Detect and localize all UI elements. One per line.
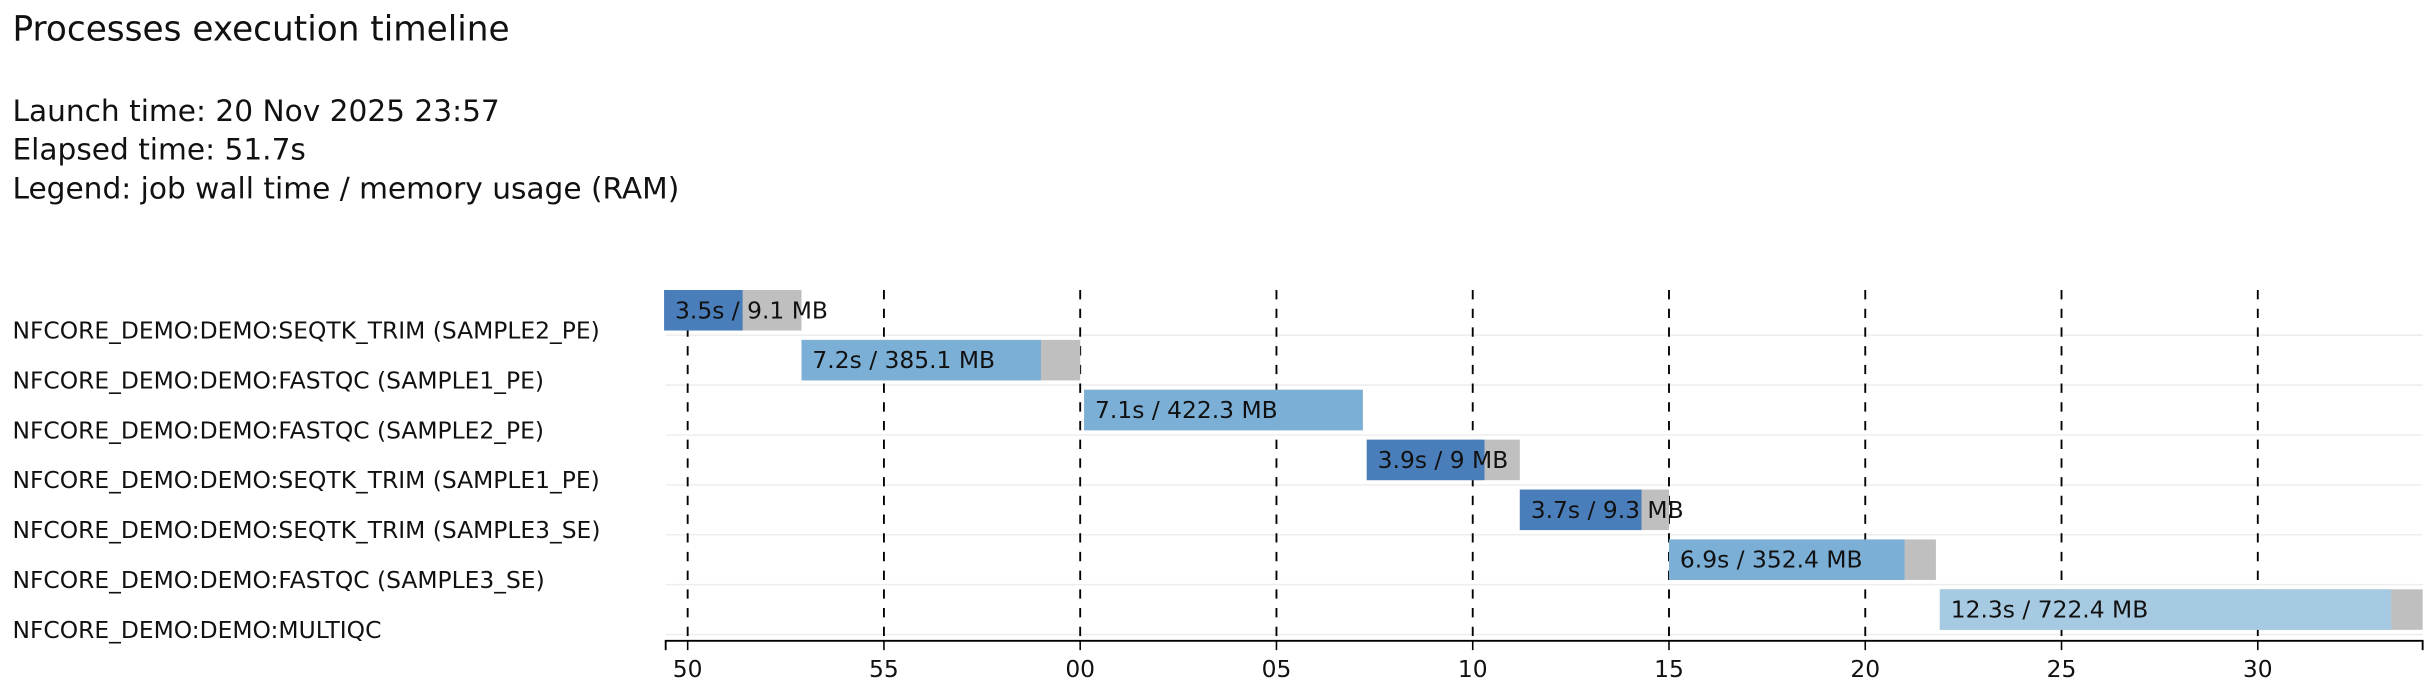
run-bar bbox=[801, 339, 1041, 381]
run-bar bbox=[1366, 439, 1485, 481]
process-name: NFCORE_DEMO:DEMO:SEQTK_TRIM (SAMPLE2_PE) bbox=[12, 317, 599, 345]
bar-label: 6.9s / 352.4 MB bbox=[1680, 546, 1863, 574]
elapsed-time: Elapsed time: 51.7s bbox=[12, 133, 305, 167]
report-title: Processes execution timeline bbox=[12, 10, 509, 50]
x-tick-label: 20 bbox=[1850, 655, 1880, 683]
x-tick-label: 05 bbox=[1262, 655, 1292, 683]
bar-label: 7.2s / 385.1 MB bbox=[812, 346, 995, 374]
x-tick-label: 30 bbox=[2243, 655, 2273, 683]
x-tick-label: 15 bbox=[1654, 655, 1684, 683]
run-bar bbox=[1084, 389, 1363, 431]
x-tick-label: 10 bbox=[1458, 655, 1488, 683]
run-bar bbox=[664, 289, 743, 331]
run-bar bbox=[1519, 489, 1642, 531]
x-tick-label: 00 bbox=[1065, 655, 1095, 683]
process-name: NFCORE_DEMO:DEMO:FASTQC (SAMPLE2_PE) bbox=[12, 416, 543, 444]
process-name: NFCORE_DEMO:DEMO:SEQTK_TRIM (SAMPLE3_SE) bbox=[12, 516, 600, 544]
legend-text: Legend: job wall time / memory usage (RA… bbox=[12, 172, 679, 206]
x-axis bbox=[664, 639, 2424, 651]
x-tick-label: 50 bbox=[673, 655, 703, 683]
run-bar bbox=[1939, 589, 2392, 630]
process-name: NFCORE_DEMO:DEMO:SEQTK_TRIM (SAMPLE1_PE) bbox=[12, 466, 599, 494]
x-tick-label: 55 bbox=[869, 655, 899, 683]
launch-time: Launch time: 20 Nov 2025 23:57 bbox=[12, 94, 499, 128]
x-tick-label: 25 bbox=[2047, 655, 2077, 683]
run-bar bbox=[1668, 539, 1905, 580]
bar-label: 3.9s / 9 MB bbox=[1378, 446, 1509, 474]
process-name: NFCORE_DEMO:DEMO:FASTQC (SAMPLE1_PE) bbox=[12, 366, 543, 394]
bar-label: 12.3s / 722.4 MB bbox=[1951, 596, 2149, 624]
bar-label: 7.1s / 422.3 MB bbox=[1095, 396, 1278, 424]
bar-label: 3.5s / 9.1 MB bbox=[675, 296, 828, 324]
process-name: NFCORE_DEMO:DEMO:MULTIQC bbox=[12, 616, 381, 644]
bar-label: 3.7s / 9.3 MB bbox=[1531, 496, 1684, 524]
process-name: NFCORE_DEMO:DEMO:FASTQC (SAMPLE3_SE) bbox=[12, 566, 544, 594]
